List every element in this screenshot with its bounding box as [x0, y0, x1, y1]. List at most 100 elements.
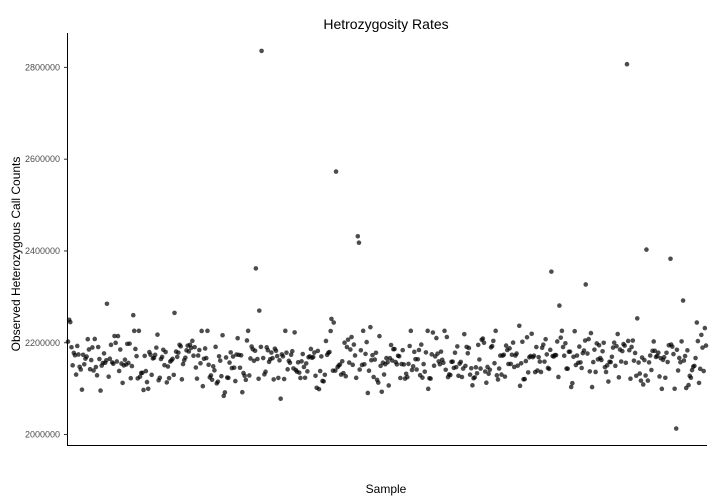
data-point	[672, 386, 677, 392]
data-point	[478, 366, 483, 371]
data-point	[255, 356, 260, 362]
data-point	[356, 240, 362, 246]
data-point	[649, 367, 654, 373]
data-point	[271, 377, 276, 382]
data-point	[283, 328, 288, 334]
data-point	[529, 331, 534, 337]
data-point	[582, 338, 588, 343]
data-point	[643, 373, 648, 378]
data-point	[141, 387, 146, 393]
data-point	[270, 355, 275, 361]
data-point	[671, 351, 676, 357]
data-point	[481, 340, 487, 346]
data-point	[313, 373, 318, 379]
data-point	[614, 343, 619, 349]
data-point	[212, 368, 217, 373]
data-point	[197, 347, 202, 353]
data-point	[611, 340, 617, 345]
data-point	[358, 347, 364, 353]
data-point	[560, 344, 566, 350]
data-point	[129, 363, 135, 369]
data-point	[203, 355, 209, 361]
data-point	[444, 334, 450, 340]
data-point	[226, 375, 231, 381]
data-point	[228, 350, 233, 355]
data-point	[364, 339, 369, 345]
data-point	[277, 358, 282, 363]
data-point	[242, 373, 247, 379]
data-point	[202, 346, 208, 351]
data-point	[549, 269, 554, 274]
data-point	[317, 368, 323, 374]
data-point	[76, 352, 81, 357]
data-point	[303, 361, 309, 366]
data-point	[520, 339, 525, 345]
data-point	[166, 375, 172, 381]
y-axis-ticks: 2000000 2200000 2400000 2600000 2800000	[25, 62, 68, 440]
data-point	[329, 316, 334, 322]
data-point	[219, 373, 224, 379]
data-point	[94, 373, 100, 378]
data-point	[627, 347, 632, 353]
data-point	[673, 426, 679, 431]
data-point	[610, 345, 616, 350]
data-point	[616, 375, 622, 380]
data-point	[251, 358, 257, 364]
data-point	[465, 350, 471, 356]
data-point	[624, 61, 630, 67]
data-point	[682, 353, 688, 359]
data-point	[287, 360, 293, 366]
data-point	[360, 328, 366, 334]
data-point	[499, 372, 504, 377]
data-point	[368, 324, 373, 330]
data-point	[108, 342, 114, 348]
data-point	[353, 375, 359, 381]
data-point	[645, 378, 651, 383]
y-axis-title: Observed Heterozygous Call Counts	[9, 157, 23, 352]
data-point	[285, 367, 290, 372]
data-point	[633, 373, 639, 379]
data-point	[486, 371, 491, 377]
data-point	[644, 247, 649, 252]
data-point	[386, 383, 392, 388]
data-point	[583, 282, 589, 287]
data-point	[194, 376, 200, 381]
data-point	[434, 335, 439, 341]
data-point	[452, 350, 458, 355]
data-point	[332, 368, 338, 373]
data-point	[542, 359, 547, 364]
chart-title: Hetrozygosity Rates	[323, 16, 448, 32]
data-point	[604, 363, 610, 368]
data-point	[670, 344, 675, 349]
data-point	[246, 373, 252, 378]
data-point	[570, 380, 575, 386]
data-point	[120, 380, 125, 386]
data-point	[554, 339, 560, 344]
data-point	[556, 374, 561, 380]
data-point	[87, 366, 93, 372]
data-point	[315, 348, 321, 354]
data-point	[344, 344, 350, 350]
data-point	[664, 350, 669, 356]
data-point	[280, 354, 286, 359]
data-point	[637, 371, 643, 376]
data-point	[442, 328, 447, 334]
data-point	[494, 373, 500, 378]
data-point	[145, 386, 151, 392]
data-point	[67, 319, 73, 325]
data-point	[258, 344, 264, 350]
data-point	[593, 369, 598, 375]
data-point	[112, 333, 117, 339]
data-point	[115, 333, 121, 339]
data-point	[522, 376, 528, 382]
data-point	[606, 379, 611, 384]
data-point	[256, 376, 261, 382]
data-point	[418, 342, 424, 347]
data-point	[472, 375, 478, 380]
data-point	[80, 352, 86, 358]
data-point	[651, 339, 656, 344]
data-point	[188, 345, 194, 351]
data-point	[331, 320, 337, 325]
data-point	[458, 359, 464, 365]
data-point	[116, 368, 122, 374]
